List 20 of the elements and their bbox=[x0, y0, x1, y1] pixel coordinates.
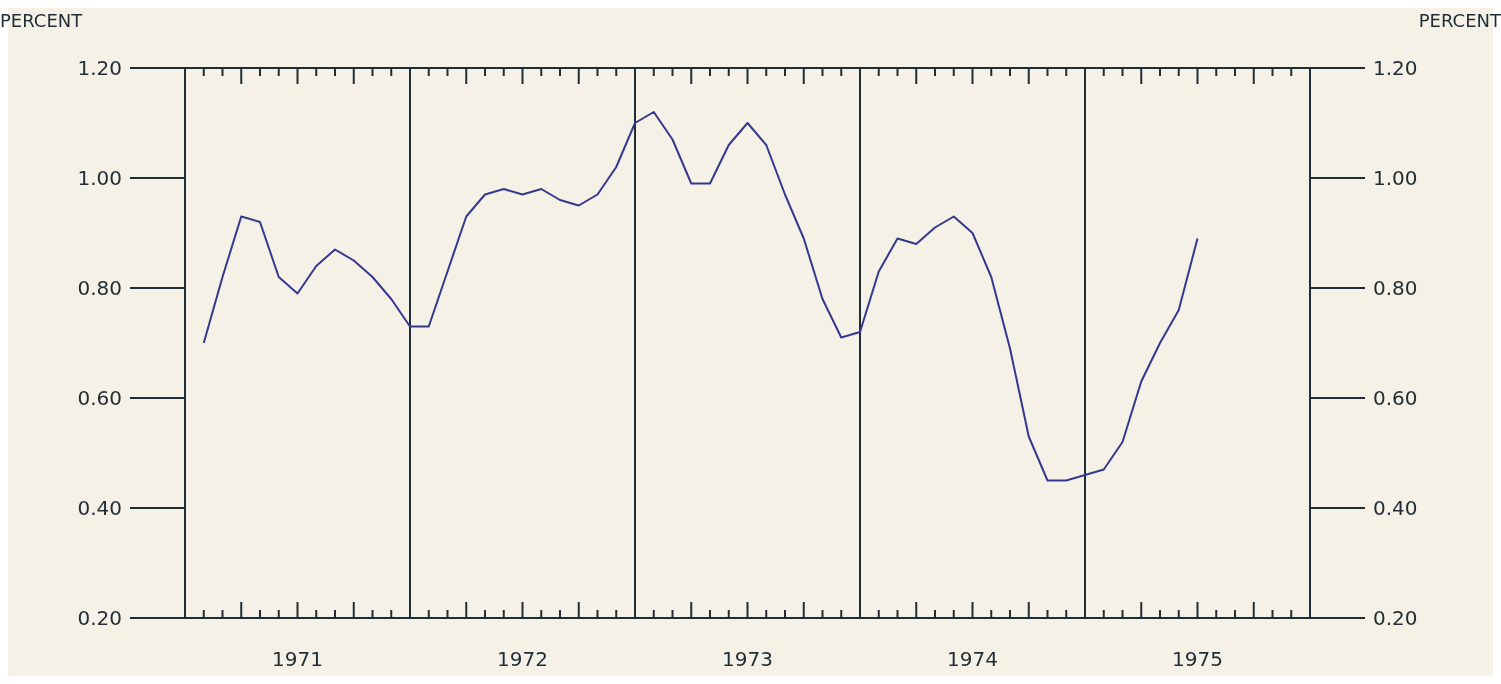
y2-tick-label: 0.40 bbox=[1373, 496, 1418, 521]
y-tick-label: 0.20 bbox=[77, 606, 122, 631]
y2-tick-label: 0.80 bbox=[1373, 276, 1418, 301]
y-tick-label: 0.40 bbox=[77, 496, 122, 521]
x-tick-label: 1975 bbox=[1172, 647, 1223, 671]
y2-tick-label: 1.20 bbox=[1373, 56, 1418, 81]
y-tick-label: 0.80 bbox=[77, 276, 122, 301]
y2-axis-title: PERCENT bbox=[1418, 10, 1501, 31]
y-tick-label: 0.60 bbox=[77, 386, 122, 411]
y2-tick-label: 1.00 bbox=[1373, 166, 1418, 191]
x-tick-label: 1973 bbox=[722, 647, 773, 671]
x-tick-label: 1974 bbox=[947, 647, 998, 671]
line-series bbox=[202, 111, 1199, 482]
y2-tick-label: 0.20 bbox=[1373, 606, 1418, 631]
y-tick-label: 1.20 bbox=[77, 56, 122, 81]
y2-tick-label: 0.60 bbox=[1373, 386, 1418, 411]
x-tick-label: 1971 bbox=[272, 647, 323, 671]
y-axis-title: PERCENT bbox=[0, 10, 83, 31]
y-tick-label: 1.00 bbox=[77, 166, 122, 191]
x-tick-label: 1972 bbox=[497, 647, 548, 671]
